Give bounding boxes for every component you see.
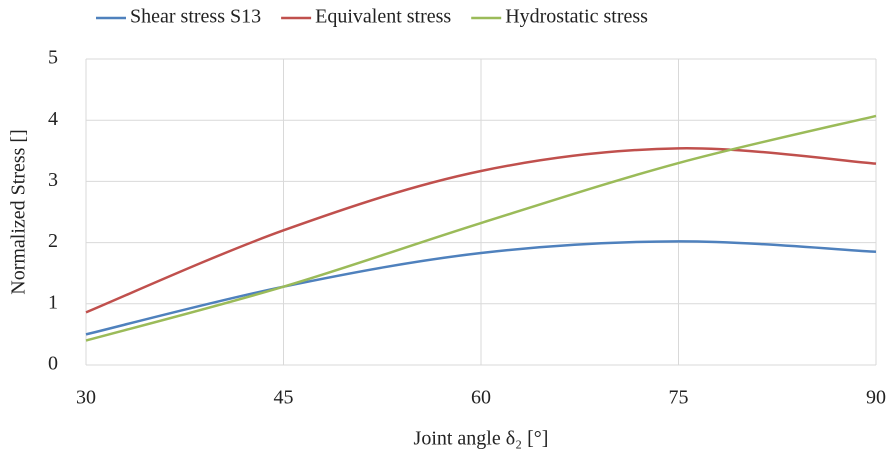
series-line [85, 240, 877, 336]
legend-label: Hydrostatic stress [505, 6, 648, 28]
y-tick-label: 4 [48, 108, 58, 130]
series-line [85, 114, 877, 342]
x-tick-label: 45 [274, 387, 294, 409]
y-tick-label: 1 [48, 291, 58, 313]
series-line [85, 147, 877, 314]
x-tick-label: 90 [866, 387, 886, 409]
legend-label: Shear stress S13 [130, 6, 261, 28]
y-tick-label: 3 [48, 169, 58, 191]
y-axis-label: Normalized Stress [] [8, 129, 30, 295]
y-tick-label: 2 [48, 230, 58, 252]
x-tick-label: 60 [471, 387, 491, 409]
x-tick-label: 30 [76, 387, 96, 409]
x-tick-label: 75 [669, 387, 689, 409]
x-axis-label: Joint angle δ₂ [°] [414, 428, 549, 450]
y-tick-label: 5 [48, 47, 58, 69]
legend-label: Equivalent stress [315, 6, 451, 28]
y-tick-label: 0 [48, 353, 58, 375]
